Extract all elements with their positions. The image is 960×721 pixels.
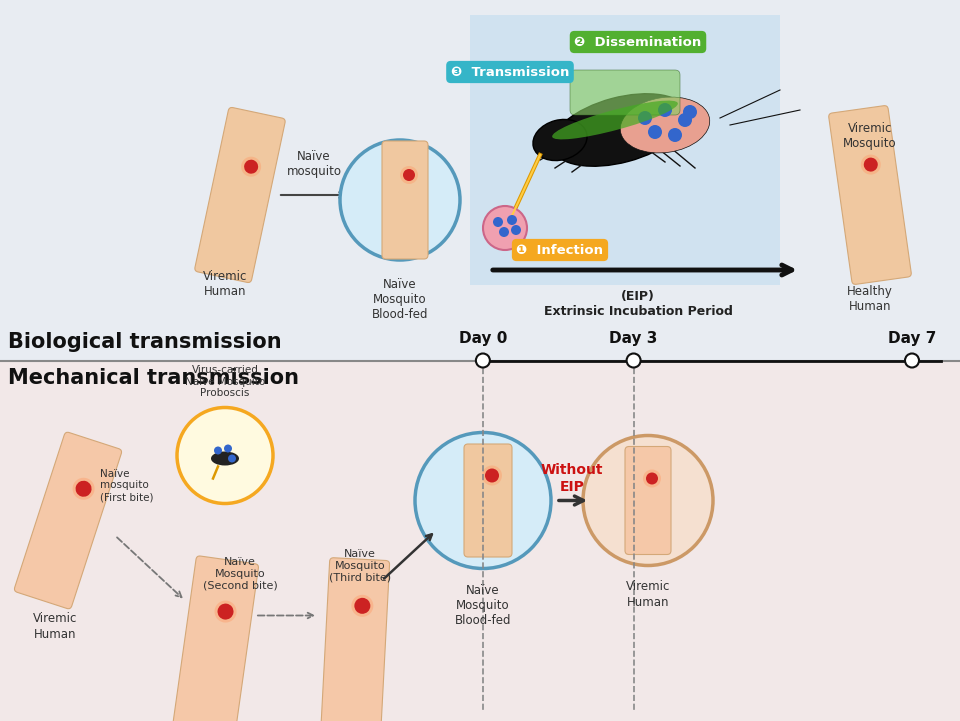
Text: Day 0: Day 0 xyxy=(459,330,507,345)
Circle shape xyxy=(861,154,880,174)
Text: Without
EIP: Without EIP xyxy=(540,464,603,494)
FancyBboxPatch shape xyxy=(0,0,960,360)
Ellipse shape xyxy=(552,101,678,139)
Circle shape xyxy=(76,481,91,497)
Circle shape xyxy=(241,156,261,177)
Text: Viremic
Human: Viremic Human xyxy=(33,613,77,640)
Circle shape xyxy=(511,225,521,235)
Circle shape xyxy=(643,469,661,487)
FancyBboxPatch shape xyxy=(195,107,285,283)
Circle shape xyxy=(493,217,503,227)
Circle shape xyxy=(218,603,233,619)
Text: Naïve
mosquito: Naïve mosquito xyxy=(286,150,342,178)
Circle shape xyxy=(476,353,490,368)
Text: Day 3: Day 3 xyxy=(610,330,658,345)
Text: Naïve
Mosquito
Blood-fed: Naïve Mosquito Blood-fed xyxy=(372,278,428,321)
Text: Naïve
Mosquito
(Third bite): Naïve Mosquito (Third bite) xyxy=(329,549,391,583)
Circle shape xyxy=(864,158,877,172)
Ellipse shape xyxy=(620,97,709,153)
Text: (EIP)
Extrinsic Incubation Period: (EIP) Extrinsic Incubation Period xyxy=(543,290,732,318)
Circle shape xyxy=(244,159,258,174)
Circle shape xyxy=(354,598,371,614)
Text: Viremic
Human: Viremic Human xyxy=(203,270,247,298)
Circle shape xyxy=(415,433,551,568)
Circle shape xyxy=(638,111,652,125)
FancyBboxPatch shape xyxy=(625,446,671,554)
Circle shape xyxy=(400,166,418,184)
Circle shape xyxy=(678,113,692,127)
Circle shape xyxy=(482,466,502,485)
Circle shape xyxy=(73,478,95,500)
Text: Healthy
Human: Healthy Human xyxy=(847,285,893,313)
Text: Viremic
Mosquito: Viremic Mosquito xyxy=(843,122,897,150)
Circle shape xyxy=(583,435,713,565)
Circle shape xyxy=(177,407,273,503)
Circle shape xyxy=(627,353,640,368)
Circle shape xyxy=(351,595,373,617)
FancyBboxPatch shape xyxy=(570,70,680,115)
Text: Mechanical transmission: Mechanical transmission xyxy=(8,368,299,389)
Circle shape xyxy=(228,454,236,462)
Text: Day 7: Day 7 xyxy=(888,330,936,345)
Text: Biological transmission: Biological transmission xyxy=(8,332,281,353)
FancyBboxPatch shape xyxy=(828,106,911,284)
Text: Viremic
Human: Viremic Human xyxy=(626,580,670,609)
Text: Virus-carried
Naïve Mosquito
Proboscis: Virus-carried Naïve Mosquito Proboscis xyxy=(185,366,265,399)
Circle shape xyxy=(214,446,222,454)
Circle shape xyxy=(499,227,509,237)
Ellipse shape xyxy=(211,451,239,466)
Circle shape xyxy=(668,128,682,142)
Circle shape xyxy=(658,103,672,117)
Circle shape xyxy=(683,105,697,119)
Circle shape xyxy=(224,445,232,453)
Text: Naïve
Mosquito
(Second bite): Naïve Mosquito (Second bite) xyxy=(203,557,277,590)
Circle shape xyxy=(403,169,415,181)
Circle shape xyxy=(340,140,460,260)
Circle shape xyxy=(646,472,658,485)
Text: ❸  Transmission: ❸ Transmission xyxy=(451,66,569,79)
Ellipse shape xyxy=(552,94,688,167)
Text: Naïve
Mosquito
Blood-fed: Naïve Mosquito Blood-fed xyxy=(455,583,512,627)
Circle shape xyxy=(483,206,527,250)
Ellipse shape xyxy=(533,120,588,161)
Circle shape xyxy=(648,125,662,139)
FancyBboxPatch shape xyxy=(172,556,258,721)
FancyBboxPatch shape xyxy=(382,141,428,259)
Text: Naïve
mosquito
(First bite): Naïve mosquito (First bite) xyxy=(100,469,154,502)
Circle shape xyxy=(214,601,236,623)
FancyBboxPatch shape xyxy=(14,433,122,609)
FancyBboxPatch shape xyxy=(321,558,390,721)
Circle shape xyxy=(905,353,919,368)
FancyBboxPatch shape xyxy=(0,360,960,721)
Circle shape xyxy=(485,469,499,482)
FancyBboxPatch shape xyxy=(464,444,512,557)
FancyBboxPatch shape xyxy=(470,15,780,285)
Circle shape xyxy=(507,215,517,225)
Text: ❷  Dissemination: ❷ Dissemination xyxy=(574,35,702,48)
Text: ❶  Infection: ❶ Infection xyxy=(516,244,604,257)
